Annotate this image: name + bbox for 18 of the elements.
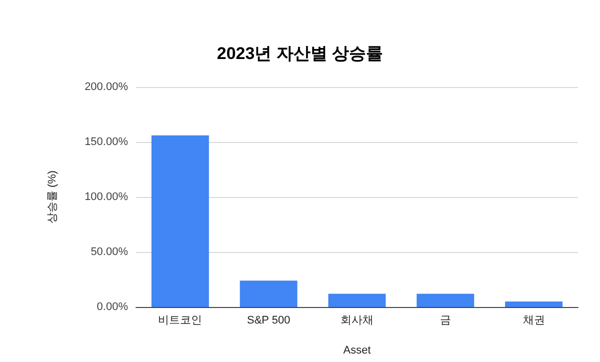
y-tick-label: 200.00% [84, 81, 128, 93]
bar [328, 294, 386, 307]
bar [505, 302, 563, 307]
bar [416, 294, 474, 307]
bar [151, 135, 209, 307]
y-tick-label: 0.00% [96, 301, 128, 313]
bar [240, 280, 298, 307]
x-axis-title: Asset [343, 344, 371, 356]
y-tick-label: 150.00% [84, 136, 128, 148]
y-axis-title: 상승률 (%) [46, 170, 58, 224]
y-tick-label: 100.00% [84, 191, 128, 203]
chart-title: 2023년 자산별 상승률 [216, 44, 384, 63]
y-tick-label: 50.00% [90, 246, 128, 258]
x-tick-label: 회사채 [340, 314, 374, 326]
x-tick-label: 비트코인 [158, 314, 202, 326]
x-tick-label: 금 [440, 314, 451, 326]
x-tick-label: 채권 [522, 314, 545, 326]
x-tick-label: S&P 500 [246, 314, 290, 326]
